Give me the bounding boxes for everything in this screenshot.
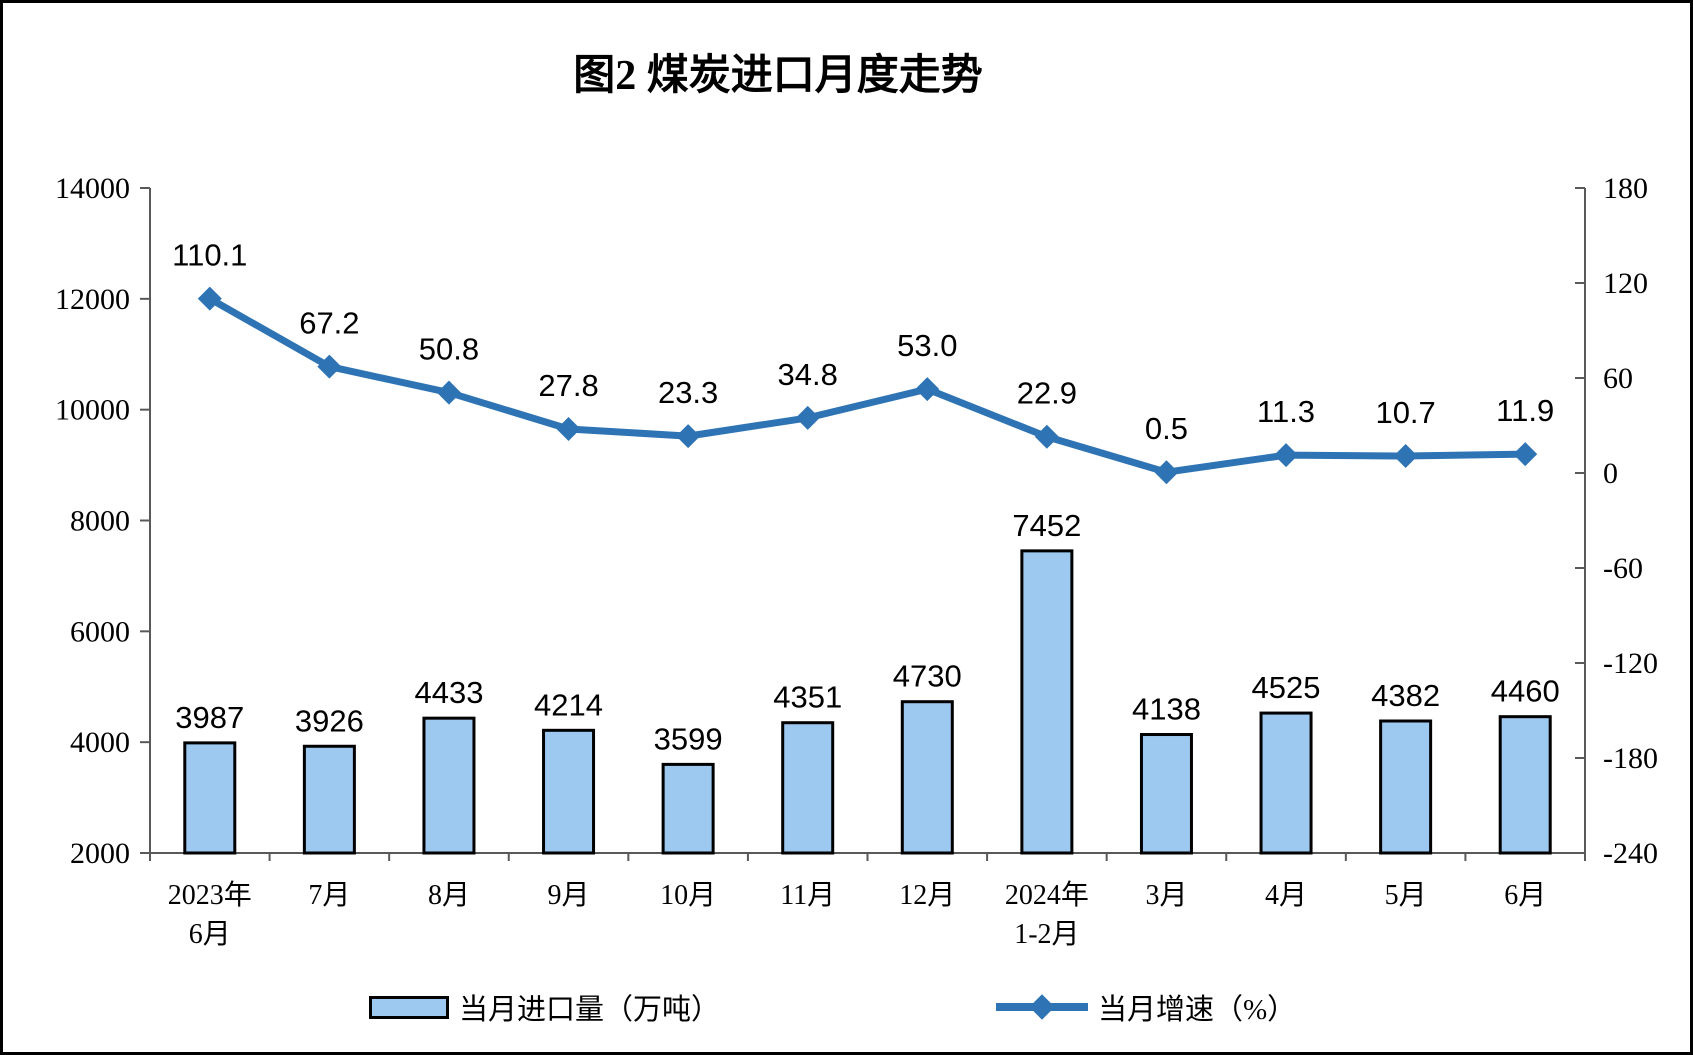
line-diamond-marker	[197, 286, 222, 311]
y-axis-left-tick-label: 4000	[70, 726, 130, 759]
line-point-label: 23.3	[658, 375, 718, 410]
bar	[781, 721, 835, 855]
x-axis-category-label: 4月	[1265, 880, 1307, 911]
bar	[542, 728, 596, 855]
bar-value-label: 3926	[295, 703, 364, 738]
bar-value-label: 4351	[773, 680, 842, 715]
x-axis-category-label: 3月	[1145, 880, 1187, 911]
y-axis-right-tick-label: -60	[1603, 552, 1643, 585]
line-point-label: 10.7	[1375, 395, 1435, 430]
line-point-label: 50.8	[419, 332, 479, 367]
line-diamond-marker	[436, 380, 461, 405]
legend-line-label: 当月增速（%）	[1098, 994, 1297, 1026]
y-axis-left-tick-label: 10000	[55, 394, 130, 427]
bar-value-label: 4433	[414, 675, 483, 710]
y-axis-left-tick-label: 2000	[70, 837, 130, 870]
x-axis-category-label: 2023年 6月	[168, 879, 252, 950]
x-axis-category-label: 6月	[1504, 880, 1546, 911]
y-axis-right-tick-label: -180	[1603, 742, 1658, 775]
x-axis-category-label: 7月	[308, 880, 350, 911]
bar	[422, 716, 476, 855]
y-axis-left-tick-label: 6000	[70, 615, 130, 648]
x-axis-category-label: 11月	[780, 880, 835, 911]
line-point-label: 34.8	[778, 357, 838, 392]
x-axis-category-label: 12月	[899, 880, 955, 911]
y-axis-right-tick-label: -120	[1603, 647, 1658, 680]
line-point-label: 110.1	[172, 238, 247, 273]
y-axis-left-tick-label: 12000	[55, 283, 130, 316]
legend-line-diamond-marker	[1029, 994, 1055, 1020]
x-axis-category-label: 5月	[1385, 880, 1427, 911]
line-point-label: 11.9	[1496, 393, 1554, 428]
y-axis-right-tick-label: 120	[1603, 267, 1648, 300]
line-diamond-marker	[317, 354, 342, 379]
legend-bar-label: 当月进口量（万吨）	[459, 994, 721, 1026]
growth-line	[206, 295, 1529, 476]
y-axis-right-tick-label: 60	[1603, 362, 1633, 395]
line-diamond-marker	[556, 416, 581, 441]
y-axis-right-tick-label: -240	[1603, 837, 1658, 870]
y-axis-left-tick-label: 8000	[70, 505, 130, 538]
line-diamond-marker	[1154, 460, 1179, 485]
y-axis-right-tick-label: 0	[1603, 457, 1618, 490]
bar-value-label: 7452	[1012, 508, 1081, 543]
chart-title: 图2 煤炭进口月度走势	[573, 53, 983, 99]
bar	[1498, 715, 1552, 855]
legend-bar-swatch-icon	[369, 995, 449, 1019]
line-diamond-marker	[1393, 444, 1418, 469]
bar-value-label: 4525	[1252, 670, 1321, 705]
line-point-label: 53.0	[897, 328, 957, 363]
chart-plot-area: 2000 4000 6000 8000 10000 12000 14000 -240 -180 -…	[55, 172, 1658, 950]
line-point-label: 67.2	[299, 306, 359, 341]
line-diamond-marker	[676, 424, 701, 449]
legend-item-growth: 当月增速（%）	[996, 988, 1296, 1026]
bar-value-label: 4214	[534, 687, 603, 722]
x-axis-category-label: 8月	[428, 880, 470, 911]
x-axis-category-label: 2024年 1-2月	[1005, 879, 1089, 950]
line-point-label: 11.3	[1257, 394, 1315, 429]
x-axis-category-label: 9月	[548, 880, 590, 911]
y-axis-left-tick-label: 14000	[55, 172, 130, 205]
bar-value-label: 4460	[1491, 674, 1560, 709]
bar	[183, 741, 237, 855]
bar	[900, 700, 954, 855]
bar-value-label: 3987	[175, 700, 244, 735]
bar	[661, 762, 715, 855]
x-axis-category-label: 10月	[660, 880, 716, 911]
bar	[1020, 549, 1074, 855]
y-axis-right-tick-label: 180	[1603, 172, 1648, 205]
legend-line-swatch-icon	[996, 994, 1088, 1020]
line-diamond-marker	[795, 405, 820, 430]
line-diamond-marker	[1274, 443, 1299, 468]
bar-value-label: 3599	[654, 721, 723, 756]
bar-value-label: 4138	[1132, 692, 1201, 727]
bar	[1139, 733, 1193, 855]
bar	[1259, 711, 1313, 855]
line-diamond-marker	[1513, 442, 1538, 467]
bar-value-label: 4382	[1371, 678, 1440, 713]
legend-item-imports: 当月进口量（万吨）	[369, 988, 720, 1026]
line-diamond-marker	[915, 377, 940, 402]
bar	[302, 744, 356, 855]
line-diamond-marker	[1034, 424, 1059, 449]
line-point-label: 22.9	[1017, 376, 1077, 411]
bar-value-label: 4730	[893, 659, 962, 694]
bar	[1379, 719, 1433, 855]
line-point-label: 27.8	[538, 368, 598, 403]
line-point-label: 0.5	[1145, 411, 1188, 446]
